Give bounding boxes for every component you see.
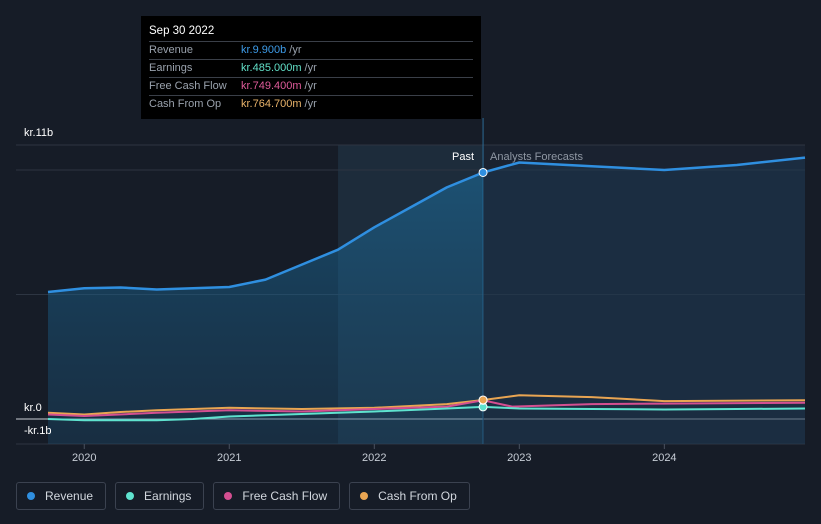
tooltip-label: Free Cash Flow [149,80,227,92]
x-tick-label: 2021 [217,452,241,464]
tooltip-row-earnings: Earnings kr.485.000m /yr [149,59,473,77]
tooltip-value: kr.485.000m [241,62,302,74]
legend: Revenue Earnings Free Cash Flow Cash Fro… [16,482,470,510]
marker-revenue [478,167,488,177]
x-tick-label: 2022 [362,452,386,464]
chart-area: kr.11b kr.0 -kr.1b 2020 2021 2022 2023 2024 Past… [16,118,806,464]
series-line-revenue [47,156,806,294]
series-line-cash-from-op [47,394,806,416]
legend-item-cash-from-op[interactable]: Cash From Op [349,482,470,510]
series-line-free-cash-flow [47,399,806,417]
tooltip-value: kr.764.700m [241,98,302,110]
tooltip-row-cash-from-op: Cash From Op kr.764.700m /yr [149,95,473,113]
tooltip-unit: /yr [304,62,317,74]
legend-item-free-cash-flow[interactable]: Free Cash Flow [213,482,341,510]
legend-dot-icon [224,492,233,500]
tooltip-label: Revenue [149,44,194,56]
y-tick-label: -kr.1b [24,425,52,437]
legend-label: Free Cash Flow [242,489,328,503]
legend-dot-icon [27,492,35,500]
x-tick-label: 2023 [507,452,531,464]
tooltip-row-free-cash-flow: Free Cash Flow kr.749.400m /yr [149,77,473,95]
tooltip-label: Cash From Op [149,98,222,110]
legend-label: Cash From Op [378,489,457,503]
legend-dot-icon [126,492,135,500]
tooltip-unit: /yr [304,80,317,92]
legend-label: Earnings [144,489,192,503]
x-tick-label: 2024 [652,452,676,464]
legend-label: Revenue [45,489,94,503]
y-tick-label: kr.0 [24,402,42,414]
revenue-past-area [48,172,484,444]
tooltip-unit: /yr [304,98,317,110]
y-tick-label: kr.11b [24,127,53,139]
legend-item-earnings[interactable]: Earnings [115,482,205,510]
past-label: Past [452,151,474,163]
tooltip-value: kr.9.900b [241,44,287,56]
revenue-forecast-area [483,157,805,444]
x-tick-label: 2020 [72,452,96,464]
tooltip-row-revenue: Revenue kr.9.900b /yr [149,41,473,59]
tooltip: Sep 30 2022 Revenue kr.9.900b /yr Earnin… [141,16,481,119]
forecast-label: Analysts Forecasts [490,151,583,163]
tooltip-unit: /yr [289,44,302,56]
tooltip-label: Earnings [149,62,193,74]
marker-cash-from-op [478,395,488,405]
tooltip-value: kr.749.400m [241,80,302,92]
tooltip-date: Sep 30 2022 [149,25,215,37]
legend-item-revenue[interactable]: Revenue [16,482,107,510]
series-line-earnings [47,405,806,422]
legend-dot-icon [360,492,369,500]
